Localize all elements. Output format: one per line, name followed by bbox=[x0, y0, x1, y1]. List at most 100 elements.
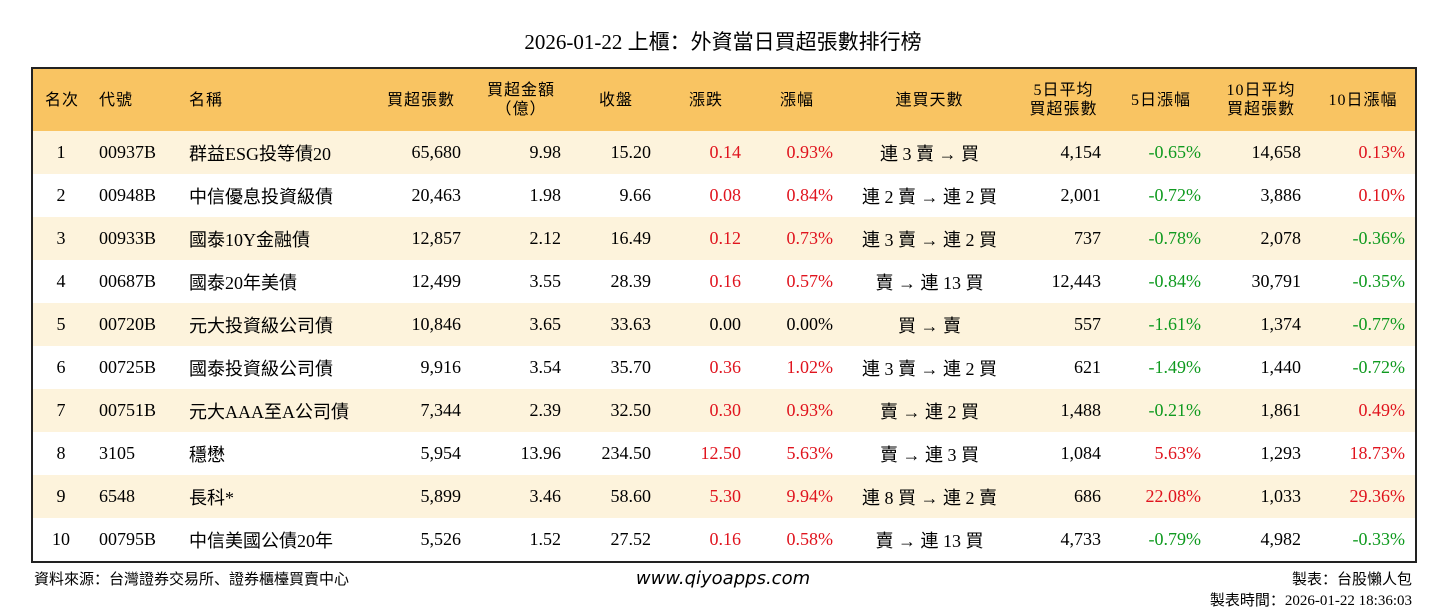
table-cell: 0.10% bbox=[1358, 185, 1406, 205]
table-cell: 557 bbox=[1016, 303, 1111, 346]
table-cell: -0.33% bbox=[1352, 529, 1406, 549]
table-cell: 0.13% bbox=[1311, 131, 1416, 174]
table-cell: 3.55 bbox=[529, 271, 562, 291]
table-cell: 58.60 bbox=[571, 475, 661, 518]
header-text: 名次 bbox=[45, 91, 80, 109]
table-cell: 4,982 bbox=[1260, 529, 1302, 549]
table-cell: 0.49% bbox=[1311, 389, 1416, 432]
header-text: 買超金額 bbox=[486, 82, 555, 99]
table-cell: 29.36% bbox=[1311, 475, 1416, 518]
table-cell: 賣 → 連 13 買 bbox=[875, 530, 984, 551]
table-cell: 連 3 賣 → 連 2 買 bbox=[862, 358, 997, 379]
table-cell: 5,899 bbox=[371, 475, 471, 518]
table-cell: 元大投資級公司債 bbox=[179, 303, 371, 346]
table-cell: 9.94% bbox=[751, 475, 843, 518]
table-cell: 234.50 bbox=[601, 443, 652, 463]
header-cell: 名稱 bbox=[179, 68, 371, 131]
table-row: 2 00948B 中信優息投資級債 20,463 1.98 9.66 0.08 0.84% 連 … bbox=[32, 174, 1416, 217]
header-cell: 10日平均 買超張數 bbox=[1211, 68, 1311, 131]
table-cell: 0.36 bbox=[709, 357, 742, 377]
table-cell: 7 bbox=[32, 389, 89, 432]
table-cell: 1.98 bbox=[529, 185, 562, 205]
table-cell: 3.46 bbox=[471, 475, 571, 518]
website: www.qiyoapps.com bbox=[635, 568, 811, 589]
table-cell: 0.93% bbox=[751, 131, 843, 174]
title: 2026-01-22 上櫃：外資當日買超張數排行榜 bbox=[524, 30, 922, 54]
table-cell: 連 3 賣 → 買 bbox=[843, 131, 1016, 174]
table-cell: 00687B bbox=[99, 271, 157, 291]
table-cell: 14,658 bbox=[1211, 131, 1311, 174]
table-row: 5 00720B 元大投資級公司債 10,846 3.65 33.63 0.00 0.00% 買… bbox=[32, 303, 1416, 346]
table-cell: 12,499 bbox=[411, 271, 462, 291]
ranking-table: 名次 代號 名稱 買超張數 買超金額 （億） 收盤 漲跌 漲幅 連買天數 5日平均 買超張數 5日漲幅 1… bbox=[31, 67, 1417, 563]
table-cell: 22.08% bbox=[1111, 475, 1211, 518]
table-cell: -0.35% bbox=[1352, 271, 1406, 291]
header-cell: 漲幅 bbox=[751, 68, 843, 131]
table-cell: 國泰10Y金融債 bbox=[179, 217, 371, 260]
table-cell: 4,733 bbox=[1060, 529, 1102, 549]
table-cell: -1.61% bbox=[1111, 303, 1211, 346]
table-row: 9 6548 長科* 5,899 3.46 58.60 5.30 9.94% 連 8 買 → 連… bbox=[32, 475, 1416, 518]
table-cell: 賣 → 連 2 買 bbox=[843, 389, 1016, 432]
table-cell: 0.84% bbox=[786, 185, 834, 205]
table-cell: 12,443 bbox=[1051, 271, 1102, 291]
table-cell: 30,791 bbox=[1251, 271, 1302, 291]
header-cell: 名次 bbox=[32, 68, 89, 131]
table-cell: 1,293 bbox=[1260, 443, 1302, 463]
table-cell: 16.49 bbox=[571, 217, 661, 260]
table-cell: 0.08 bbox=[709, 185, 742, 205]
table-cell: -0.36% bbox=[1311, 217, 1416, 260]
table-row: 7 00751B 元大AAA至A公司債 7,344 2.39 32.50 0.30 0.93%… bbox=[32, 389, 1416, 432]
header-text: 10日漲幅 bbox=[1328, 91, 1398, 109]
table-cell: 中信優息投資級債 bbox=[189, 186, 333, 207]
header-cell: 5日漲幅 bbox=[1111, 68, 1211, 131]
table-cell: -0.72% bbox=[1148, 185, 1202, 205]
table-cell: 連 2 賣 → 連 2 買 bbox=[862, 186, 997, 207]
table-cell: 0.14 bbox=[661, 131, 751, 174]
table-cell: 686 bbox=[1016, 475, 1111, 518]
table-cell: -0.77% bbox=[1311, 303, 1416, 346]
table-cell: 9.98 bbox=[471, 131, 571, 174]
header-cell: 買超金額 （億） bbox=[471, 68, 571, 131]
table-cell: 13.96 bbox=[520, 443, 562, 463]
table-cell: 0.00% bbox=[751, 303, 843, 346]
table-cell: 國泰20年美債 bbox=[189, 272, 297, 293]
table-cell: -1.49% bbox=[1148, 357, 1202, 377]
table-row: 8 3105 穩懋 5,954 13.96 234.50 12.50 5.63% 賣 → 連 3… bbox=[32, 432, 1416, 475]
table-cell: -0.78% bbox=[1111, 217, 1211, 260]
table-cell: 賣 → 連 3 買 bbox=[880, 444, 979, 465]
table-row: 3 00933B 國泰10Y金融債 12,857 2.12 16.49 0.12 0.73% 連… bbox=[32, 217, 1416, 260]
table-cell: 621 bbox=[1074, 357, 1101, 377]
table-cell: 1,374 bbox=[1211, 303, 1311, 346]
header-text: （億） bbox=[495, 101, 547, 118]
table-cell: 6 bbox=[56, 357, 66, 377]
table-cell: 穩懋 bbox=[189, 444, 225, 465]
table-cell: 7,344 bbox=[371, 389, 471, 432]
table-cell: 9.66 bbox=[619, 185, 652, 205]
table-cell: 9,916 bbox=[420, 357, 462, 377]
table-cell: 長科* bbox=[179, 475, 371, 518]
table-cell: 0.16 bbox=[709, 529, 742, 549]
header-row: 名次 代號 名稱 買超張數 買超金額 （億） 收盤 漲跌 漲幅 連買天數 5日平均 買超張數 5日漲幅 1… bbox=[32, 68, 1416, 131]
table-row: 10 00795B 中信美國公債20年 5,526 1.52 27.52 0.16 0.58%… bbox=[32, 518, 1416, 562]
table-cell: 32.50 bbox=[571, 389, 661, 432]
table-cell: 5.63% bbox=[786, 443, 834, 463]
table-cell: 0.16 bbox=[709, 271, 742, 291]
table-cell: 3.65 bbox=[471, 303, 571, 346]
header-text: 漲跌 bbox=[688, 91, 723, 109]
table-cell: 27.52 bbox=[610, 529, 652, 549]
header-text: 10日平均 bbox=[1226, 82, 1296, 99]
header-cell: 10日漲幅 bbox=[1311, 68, 1416, 131]
table-cell: 9 bbox=[32, 475, 89, 518]
table-cell: 3105 bbox=[99, 443, 135, 463]
table-cell: 2,078 bbox=[1211, 217, 1311, 260]
table-cell: 8 bbox=[56, 443, 66, 463]
table-cell: 4 bbox=[56, 271, 66, 291]
table-cell: 5.30 bbox=[661, 475, 751, 518]
header-text: 連買天數 bbox=[895, 91, 964, 109]
table-cell: 00948B bbox=[99, 185, 157, 205]
table-cell: 0.58% bbox=[786, 529, 834, 549]
table-cell: 2 bbox=[56, 185, 66, 205]
table-cell: 35.70 bbox=[610, 357, 652, 377]
